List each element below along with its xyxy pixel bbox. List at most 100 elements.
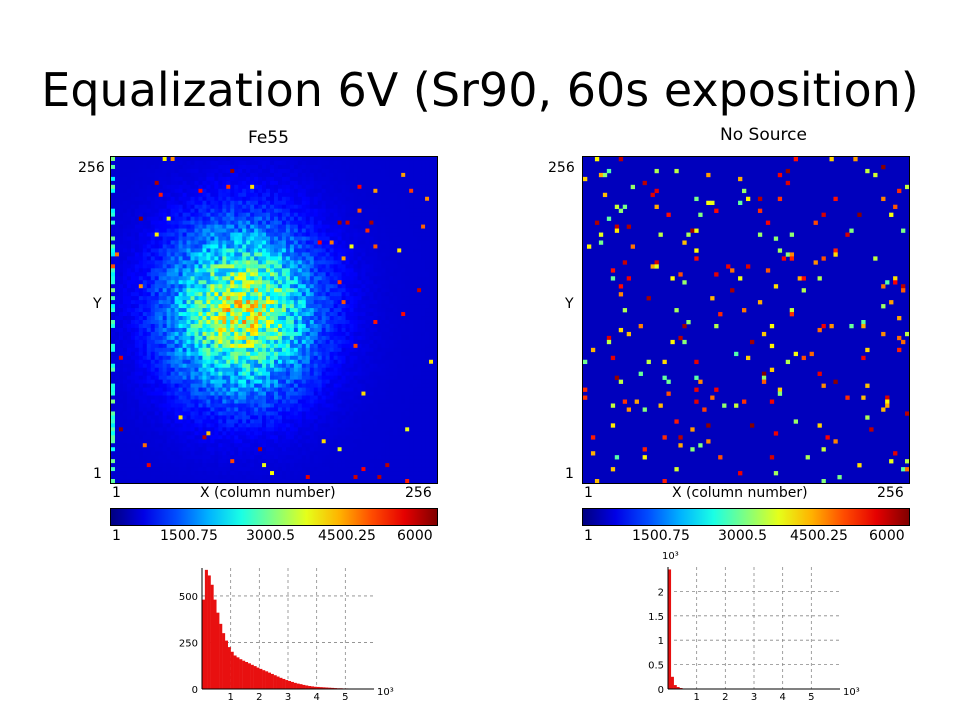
- heatmap-cell: [118, 236, 124, 241]
- heatmap-cell: [234, 347, 239, 353]
- heatmap-cell: [250, 363, 255, 369]
- heatmap-cell: [162, 387, 167, 392]
- heatmap-cell: [285, 387, 291, 392]
- heatmap-cell: [345, 399, 350, 404]
- heatmap-cell: [114, 260, 120, 265]
- heatmap-cell: [222, 439, 227, 444]
- heatmap-cell: [293, 419, 299, 424]
- heatmap-cell: [186, 459, 191, 464]
- heatmap-cell: [341, 176, 346, 182]
- heatmap-cell: [289, 248, 295, 253]
- heatmap-cell: [266, 200, 271, 206]
- heatmap-cell: [206, 419, 211, 424]
- heatmap-cell: [118, 168, 124, 174]
- heatmap-cell: [325, 252, 330, 257]
- heatmap-cell: [142, 200, 148, 206]
- heatmap-cell: [317, 435, 323, 440]
- heatmap-cell: [210, 316, 215, 321]
- heatmap-cell: [305, 375, 311, 380]
- heatmap-cell: [210, 172, 215, 178]
- heatmap-cell: [254, 260, 259, 265]
- heatmap-cell: [297, 359, 303, 365]
- heatmap-cell: [114, 331, 120, 337]
- heatmap-cell: [341, 471, 346, 476]
- heatmap-cell: [170, 252, 175, 257]
- heatmap-cell: [333, 200, 338, 206]
- heatmap-cell: [158, 343, 163, 349]
- heatmap-cell: [285, 304, 291, 309]
- heatmap-cell: [281, 256, 287, 261]
- heatmap-cell: [142, 296, 148, 301]
- heatmap-cell: [281, 284, 287, 289]
- heatmap-cell: [178, 288, 183, 293]
- heatmap-cell: [182, 268, 187, 273]
- heatmap-cell: [313, 359, 319, 365]
- heatmap-cell: [226, 359, 231, 365]
- heatmap-cell: [262, 316, 267, 321]
- heatmap-cell: [317, 323, 323, 329]
- heatmap-cell: [134, 335, 140, 341]
- heatmap-cell: [254, 204, 259, 209]
- heatmap-cell: [206, 268, 211, 273]
- heatmap-cell: [254, 264, 259, 269]
- heatmap-cell: [198, 411, 203, 416]
- heatmap-cell: [341, 431, 346, 436]
- heatmap-cell: [333, 399, 338, 404]
- heatmap-cell: [190, 423, 195, 428]
- heatmap-cell: [214, 176, 219, 182]
- heatmap-cell: [218, 180, 223, 186]
- heatmap-cell: [178, 403, 183, 408]
- heatmap-cell: [313, 304, 319, 309]
- heatmap-cell: [270, 280, 275, 285]
- heatmap-cell: [170, 172, 175, 178]
- heatmap-cell: [289, 419, 295, 424]
- heatmap-cell: [270, 160, 275, 166]
- heatmap-cell: [158, 284, 163, 289]
- heatmap-cell: [285, 316, 291, 321]
- heatmap-cell: [297, 411, 303, 416]
- heatmap-cell: [345, 479, 350, 483]
- heatmap-cell: [222, 419, 227, 424]
- heatmap-cell: [250, 347, 255, 353]
- heatmap-cell: [274, 447, 279, 452]
- heatmap-cell: [274, 451, 279, 456]
- heatmap-cell: [234, 463, 239, 468]
- heatmap-cell: [118, 240, 124, 245]
- heatmap-cell: [150, 232, 156, 237]
- heatmap-cell: [246, 268, 251, 273]
- heatmap-cell: [202, 216, 207, 221]
- heatmap-cell: [238, 308, 243, 313]
- heatmap-cell: [214, 312, 219, 317]
- heatmap-cell: [190, 196, 195, 202]
- heatmap-cell: [154, 363, 160, 369]
- heatmap-cell: [238, 276, 243, 281]
- heatmap-cell: [178, 200, 183, 206]
- heatmap-cell: [182, 447, 187, 452]
- heatmap-cell: [126, 288, 132, 293]
- heatmap-cell: [162, 415, 167, 420]
- heatmap-cell: [337, 220, 342, 225]
- heatmap-cell: [289, 212, 295, 217]
- heatmap-cell: [262, 184, 267, 190]
- heatmap-cell: [142, 180, 148, 186]
- heatmap-cell: [349, 248, 354, 253]
- heatmap-cell: [134, 252, 140, 257]
- heatmap-cell: [254, 403, 259, 408]
- heatmap-cell: [186, 236, 191, 241]
- heatmap-cell: [126, 323, 132, 329]
- heatmap-cell: [126, 196, 132, 202]
- heatmap-cell: [270, 252, 275, 257]
- heatmap-cell: [313, 331, 319, 337]
- heatmap-cell: [277, 180, 283, 186]
- heatmap-cell: [210, 320, 215, 325]
- heatmap-cell: [337, 312, 342, 317]
- heatmap-cell: [126, 479, 132, 483]
- heatmap-cell: [198, 395, 203, 400]
- heatmap-cell: [297, 435, 303, 440]
- heatmap-cell: [234, 419, 239, 424]
- heatmap-cell: [194, 208, 199, 213]
- heatmap-cell: [186, 160, 191, 166]
- heatmap-cell: [174, 419, 179, 424]
- heatmap-cell: [206, 395, 211, 400]
- heatmap-cell: [234, 160, 239, 166]
